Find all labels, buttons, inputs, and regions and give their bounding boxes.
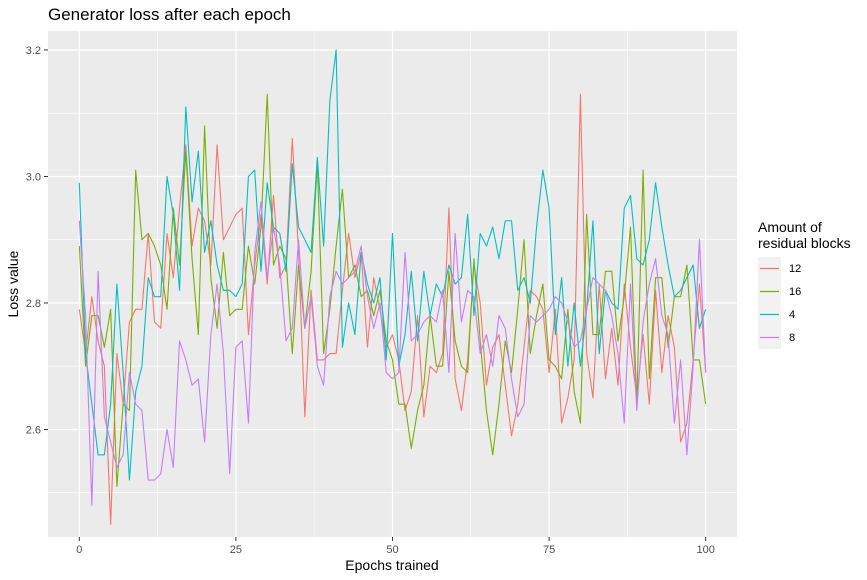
y-axis-title: Loss value xyxy=(5,250,21,317)
legend-label-4: 4 xyxy=(789,309,795,321)
legend-title-line-1: Amount of xyxy=(758,219,822,235)
series-line-16 xyxy=(78,93,707,487)
series-line-8 xyxy=(78,201,707,506)
x-tick-label: 75 xyxy=(543,544,555,556)
x-axis-ticks: 0 25 50 75 100 xyxy=(76,537,715,556)
legend: Amount of residual blocks 12 16 4 8 xyxy=(758,219,851,349)
y-tick-label: 3.2 xyxy=(26,45,41,57)
x-tick-label: 100 xyxy=(697,544,715,556)
major-gridlines xyxy=(48,31,737,537)
y-tick-label: 2.8 xyxy=(26,298,41,310)
x-axis-title: Epochs trained xyxy=(345,557,438,573)
series-line-4 xyxy=(78,49,707,481)
y-tick-label: 2.6 xyxy=(26,424,41,436)
legend-title-line-2: residual blocks xyxy=(758,235,851,251)
x-tick-label: 25 xyxy=(230,544,242,556)
legend-label-16: 16 xyxy=(789,286,801,298)
x-tick-label: 50 xyxy=(386,544,398,556)
y-tick-label: 3.0 xyxy=(26,171,41,183)
y-axis-ticks: 2.6 2.8 3.0 3.2 xyxy=(26,45,48,436)
series-lines xyxy=(78,49,707,525)
legend-label-12: 12 xyxy=(789,263,801,275)
chart-title: Generator loss after each epoch xyxy=(48,5,291,24)
x-tick-label: 0 xyxy=(76,544,82,556)
legend-label-8: 8 xyxy=(789,332,795,344)
